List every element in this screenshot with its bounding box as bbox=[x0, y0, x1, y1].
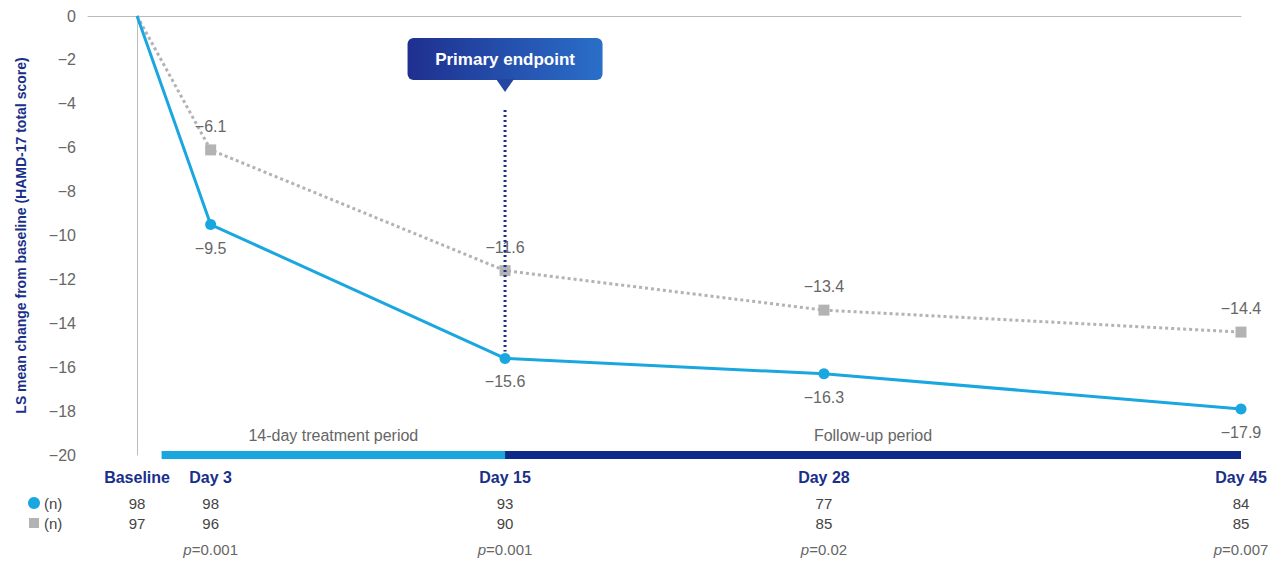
svg-text:Day 28: Day 28 bbox=[798, 469, 850, 486]
svg-text:97: 97 bbox=[129, 515, 146, 532]
svg-text:=0.001: =0.001 bbox=[486, 541, 532, 558]
svg-text:−11.6: −11.6 bbox=[485, 238, 525, 256]
svg-text:−14: −14 bbox=[49, 315, 76, 332]
svg-text:=0.02: =0.02 bbox=[809, 541, 847, 558]
svg-text:(n): (n) bbox=[44, 495, 62, 512]
svg-text:85: 85 bbox=[816, 515, 833, 532]
svg-text:(n): (n) bbox=[44, 515, 62, 532]
svg-text:93: 93 bbox=[497, 495, 514, 512]
svg-text:Day 15: Day 15 bbox=[479, 469, 531, 486]
svg-text:−18: −18 bbox=[49, 403, 76, 420]
svg-text:98: 98 bbox=[129, 495, 146, 512]
svg-text:p: p bbox=[477, 541, 486, 558]
svg-text:−9.5: −9.5 bbox=[195, 240, 227, 257]
svg-text:=0.007: =0.007 bbox=[1222, 541, 1268, 558]
svg-text:p: p bbox=[182, 541, 191, 558]
svg-text:77: 77 bbox=[816, 495, 833, 512]
svg-text:84: 84 bbox=[1233, 495, 1250, 512]
svg-text:Baseline: Baseline bbox=[104, 469, 170, 486]
svg-text:p: p bbox=[800, 541, 809, 558]
svg-text:90: 90 bbox=[497, 515, 514, 532]
svg-text:0: 0 bbox=[67, 8, 76, 25]
svg-text:−16: −16 bbox=[49, 359, 76, 376]
svg-text:p: p bbox=[1213, 541, 1222, 558]
svg-text:−6: −6 bbox=[58, 139, 76, 156]
svg-text:Day 3: Day 3 bbox=[189, 469, 232, 486]
svg-text:98: 98 bbox=[202, 495, 219, 512]
svg-text:−15.6: −15.6 bbox=[485, 373, 526, 390]
svg-text:Day 45: Day 45 bbox=[1215, 469, 1267, 486]
svg-text:14-day treatment period: 14-day treatment period bbox=[248, 427, 418, 444]
svg-text:−12: −12 bbox=[49, 271, 76, 288]
svg-text:−17.9: −17.9 bbox=[1221, 424, 1262, 441]
svg-text:LS mean change from baseline (: LS mean change from baseline (HAMD-17 to… bbox=[13, 57, 29, 413]
svg-text:−10: −10 bbox=[49, 227, 76, 244]
svg-text:96: 96 bbox=[202, 515, 219, 532]
svg-text:−6.1: −6.1 bbox=[195, 118, 227, 135]
svg-text:−14.4: −14.4 bbox=[1221, 300, 1262, 317]
svg-text:85: 85 bbox=[1233, 515, 1250, 532]
svg-text:−20: −20 bbox=[49, 447, 76, 464]
svg-text:−4: −4 bbox=[58, 95, 76, 112]
svg-text:=0.001: =0.001 bbox=[192, 541, 238, 558]
svg-text:−13.4: −13.4 bbox=[804, 278, 845, 295]
svg-text:Primary endpoint: Primary endpoint bbox=[435, 50, 575, 69]
svg-text:−2: −2 bbox=[58, 51, 76, 68]
svg-text:−8: −8 bbox=[58, 183, 76, 200]
svg-text:Follow-up period: Follow-up period bbox=[814, 427, 932, 444]
svg-text:−16.3: −16.3 bbox=[804, 389, 845, 406]
